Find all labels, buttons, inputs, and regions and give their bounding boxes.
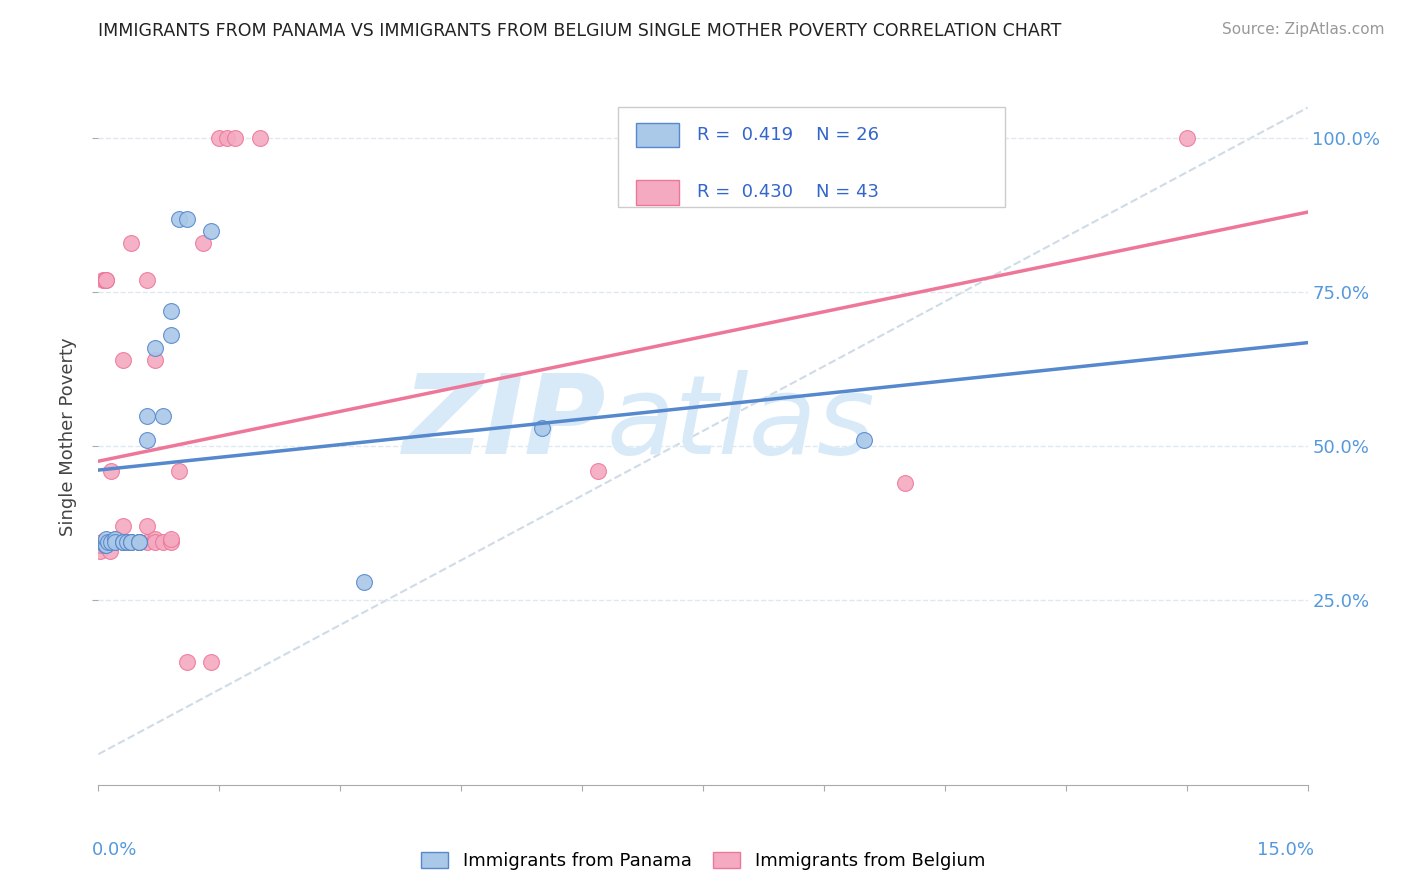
- Point: [100, 464, 122, 478]
- Point: [586, 464, 609, 478]
- Bar: [637, 123, 679, 147]
- Text: IMMIGRANTS FROM PANAMA VS IMMIGRANTS FROM BELGIUM SINGLE MOTHER POVERTY CORRELAT: IMMIGRANTS FROM PANAMA VS IMMIGRANTS FRO…: [98, 22, 1062, 40]
- Point: [249, 131, 271, 145]
- Point: [160, 534, 183, 549]
- Point: [120, 534, 142, 549]
- Point: [152, 409, 174, 423]
- Point: [160, 532, 183, 546]
- Point: [160, 328, 183, 343]
- Point: [143, 341, 166, 355]
- Point: [111, 534, 134, 549]
- Point: [193, 236, 215, 251]
- Point: [115, 534, 138, 549]
- Point: [120, 236, 142, 251]
- Point: [97, 534, 120, 549]
- Point: [530, 421, 553, 435]
- Point: [96, 273, 118, 287]
- Point: [208, 131, 231, 145]
- Point: [111, 353, 134, 368]
- Point: [120, 534, 142, 549]
- Text: 0.0%: 0.0%: [93, 840, 138, 859]
- Point: [94, 538, 117, 552]
- Point: [111, 519, 134, 533]
- Point: [90, 534, 112, 549]
- Point: [167, 211, 190, 226]
- Text: atlas: atlas: [606, 369, 875, 476]
- Point: [96, 273, 118, 287]
- Point: [143, 532, 166, 546]
- Point: [128, 534, 150, 549]
- Point: [103, 534, 125, 549]
- Point: [94, 538, 117, 552]
- Point: [1175, 131, 1198, 145]
- Point: [111, 534, 134, 549]
- Point: [89, 544, 111, 558]
- Point: [135, 433, 157, 447]
- Point: [128, 534, 150, 549]
- Point: [128, 534, 150, 549]
- Point: [167, 464, 190, 478]
- Bar: [637, 180, 679, 204]
- Text: Source: ZipAtlas.com: Source: ZipAtlas.com: [1222, 22, 1385, 37]
- Point: [143, 534, 166, 549]
- Point: [111, 534, 134, 549]
- Point: [200, 224, 222, 238]
- Point: [353, 574, 375, 589]
- Point: [103, 532, 125, 546]
- Point: [103, 532, 125, 546]
- Point: [200, 655, 222, 669]
- Point: [94, 273, 117, 287]
- Point: [120, 534, 142, 549]
- Point: [176, 211, 198, 226]
- Point: [224, 131, 246, 145]
- Point: [128, 534, 150, 549]
- Point: [91, 273, 114, 287]
- Point: [135, 519, 157, 533]
- Point: [111, 534, 134, 549]
- Point: [96, 532, 118, 546]
- Point: [100, 534, 122, 549]
- Point: [103, 534, 125, 549]
- Text: R =  0.430    N = 43: R = 0.430 N = 43: [697, 184, 879, 202]
- Bar: [619, 106, 1005, 208]
- Point: [98, 544, 121, 558]
- Text: ZIP: ZIP: [402, 369, 606, 476]
- Point: [135, 534, 157, 549]
- Point: [135, 409, 157, 423]
- Point: [103, 534, 125, 549]
- Point: [97, 534, 120, 549]
- Text: 15.0%: 15.0%: [1257, 840, 1313, 859]
- Point: [160, 303, 183, 318]
- Y-axis label: Single Mother Poverty: Single Mother Poverty: [59, 338, 77, 536]
- Point: [91, 534, 114, 549]
- Point: [143, 353, 166, 368]
- Point: [135, 273, 157, 287]
- Point: [90, 538, 112, 552]
- Point: [893, 476, 915, 491]
- Point: [100, 534, 122, 549]
- Point: [152, 534, 174, 549]
- Text: R =  0.419    N = 26: R = 0.419 N = 26: [697, 126, 879, 144]
- Legend: Immigrants from Panama, Immigrants from Belgium: Immigrants from Panama, Immigrants from …: [420, 852, 986, 870]
- Point: [176, 655, 198, 669]
- Point: [853, 433, 876, 447]
- Point: [217, 131, 239, 145]
